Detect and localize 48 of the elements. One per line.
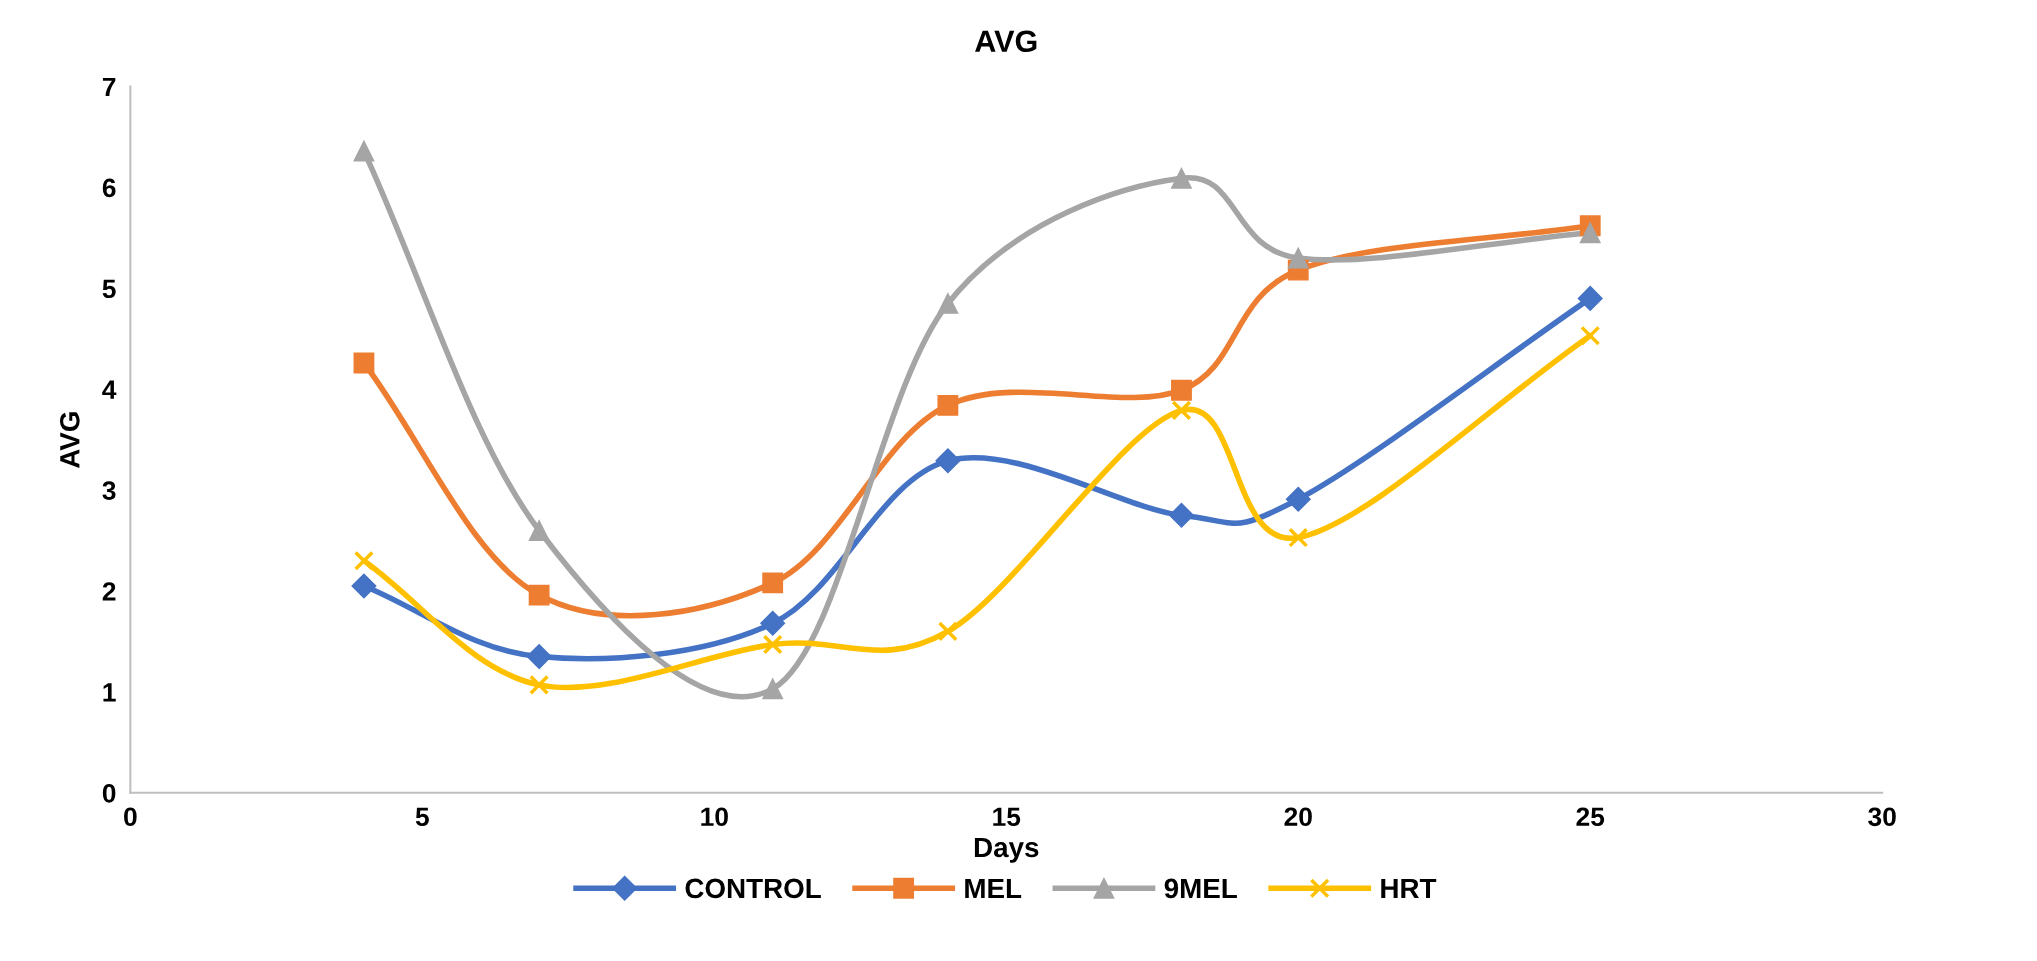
point (935, 448, 961, 474)
point (528, 584, 550, 606)
point (1580, 325, 1601, 346)
point (937, 621, 958, 642)
point (1171, 400, 1192, 421)
y-tick-label: 6 (102, 178, 116, 198)
chart-title: AVG (975, 30, 1037, 53)
x-tick-label: 0 (124, 807, 137, 827)
legend-label: 9MEL (1164, 878, 1237, 899)
point (1579, 222, 1601, 244)
y-tick-label: 1 (103, 683, 116, 702)
x-axis-title: Days (974, 837, 1039, 863)
point (937, 293, 959, 314)
legend-label: MEL (965, 878, 1022, 898)
point (353, 550, 375, 571)
point (937, 394, 959, 416)
point (1577, 285, 1603, 311)
point (353, 352, 375, 374)
point (762, 678, 784, 700)
point (762, 572, 784, 594)
y-tick-label: 0 (102, 783, 116, 803)
y-tick-label: 4 (102, 380, 117, 399)
x-tick-label: 10 (701, 807, 728, 827)
x-tick-label: 15 (993, 807, 1021, 827)
y-tick-label: 7 (102, 77, 116, 97)
y-tick-label: 3 (102, 481, 116, 500)
point (762, 634, 783, 655)
point (1168, 502, 1194, 528)
point (1287, 247, 1309, 269)
point (760, 610, 786, 636)
x-tick-label: 30 (1868, 807, 1896, 827)
point (353, 140, 375, 162)
point (1288, 527, 1309, 548)
point (1171, 167, 1192, 189)
point (1171, 379, 1192, 401)
point (529, 674, 550, 695)
point (526, 644, 552, 670)
x-tick-label: 25 (1576, 807, 1605, 827)
y-tick-label: 2 (102, 582, 116, 601)
legend-label: HRT (1381, 878, 1437, 898)
y-axis-title: AVG (59, 412, 80, 469)
legend-label: CONTROL (685, 878, 821, 899)
point (1285, 486, 1311, 512)
y-tick-label: 5 (102, 279, 116, 299)
x-tick-label: 5 (415, 807, 429, 827)
point (528, 520, 550, 541)
x-tick-label: 20 (1284, 807, 1312, 827)
point (351, 573, 377, 599)
